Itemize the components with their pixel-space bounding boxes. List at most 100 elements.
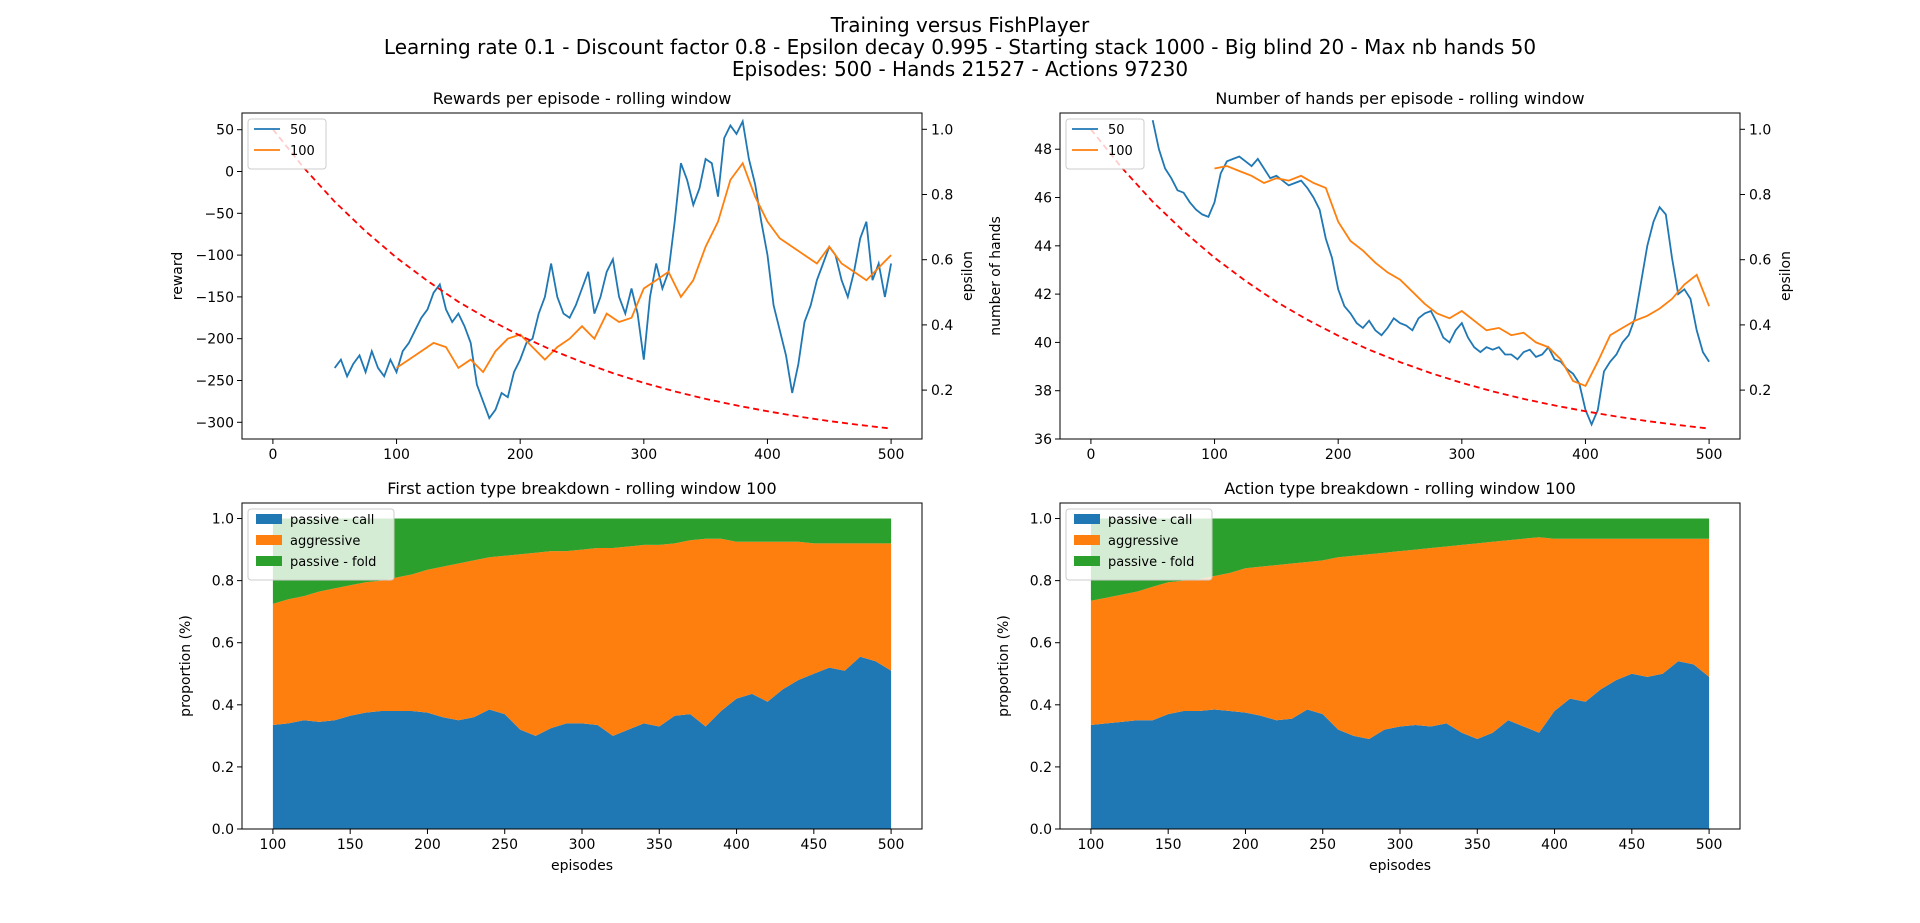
x-tick-label: 300 [630, 447, 657, 463]
y-tick-label: 40 [1034, 335, 1052, 351]
legend: passive - call aggressive passive - fold [1065, 508, 1213, 581]
series-line-50 [1151, 120, 1710, 427]
legend-label: 50 [1108, 123, 1125, 138]
area-passive-call [272, 656, 892, 829]
x-tick-label: 300 [1448, 447, 1475, 463]
x-tick-label: 500 [878, 447, 905, 463]
y-tick-label: 0.6 [1030, 636, 1052, 652]
y-tick-label: −100 [196, 248, 234, 264]
area-aggressive [1090, 537, 1710, 739]
y2-tick-label: 0.2 [931, 383, 953, 399]
y2-tick-label: 0.8 [1749, 188, 1771, 204]
y-tick-label: 0.4 [1030, 698, 1052, 714]
y2-tick-label: 0.4 [931, 318, 953, 334]
chart-hands: Number of hands per episode - rolling wi… [988, 89, 1794, 463]
x-tick-label: 400 [723, 837, 750, 853]
x-tick-label: 100 [1078, 837, 1105, 853]
x-tick-label: 500 [1696, 837, 1723, 853]
figure-suptitle: Training versus FishPlayer Learning rate… [0, 14, 1920, 80]
x-tick-label: 100 [1201, 447, 1228, 463]
area-passive-fold [1090, 518, 1710, 601]
legend-box [1065, 508, 1213, 581]
legend-label: aggressive [290, 534, 360, 549]
y2-tick-label: 1.0 [931, 122, 953, 138]
area-aggressive [272, 538, 892, 736]
plot-frame [241, 112, 923, 440]
y2-tick-label: 0.6 [931, 253, 953, 269]
y-tick-label: −150 [196, 290, 234, 306]
y-tick-label: 46 [1034, 191, 1052, 207]
chart-title: Number of hands per episode - rolling wi… [1215, 89, 1584, 108]
legend-swatch [256, 514, 282, 524]
x-tick-label: 300 [569, 837, 596, 853]
chart-title: First action type breakdown - rolling wi… [387, 479, 776, 498]
x-tick-label: 100 [260, 837, 287, 853]
x-tick-label: 400 [1572, 447, 1599, 463]
legend-box [247, 508, 395, 581]
legend-swatch [1074, 514, 1100, 524]
legend-swatch [256, 556, 282, 566]
y-tick-label: 0.2 [1030, 760, 1052, 776]
x-tick-label: 100 [383, 447, 410, 463]
legend-label: passive - call [1108, 513, 1192, 528]
series-line-epsilon [272, 128, 892, 430]
y2-tick-label: 0.4 [1749, 318, 1771, 334]
chart-first-action: First action type breakdown - rolling wi… [178, 479, 923, 874]
y-axis-label: proportion (%) [178, 615, 194, 717]
x-tick-label: 200 [1232, 837, 1259, 853]
y2-axis-label: epsilon [1778, 251, 1794, 301]
suptitle-line-2: Learning rate 0.1 - Discount factor 0.8 … [383, 35, 1537, 59]
y-tick-label: −300 [196, 415, 234, 431]
x-tick-label: 450 [1618, 837, 1645, 853]
y2-axis-label: epsilon [960, 251, 976, 301]
area-passive-fold [272, 518, 892, 604]
legend-swatch [1074, 535, 1100, 545]
series-line-epsilon [1090, 128, 1710, 430]
x-tick-label: 350 [1464, 837, 1491, 853]
y-tick-label: −250 [196, 373, 234, 389]
y-tick-label: 0.4 [212, 698, 234, 714]
series-line-100 [1214, 165, 1710, 388]
x-tick-label: 200 [414, 837, 441, 853]
x-tick-label: 250 [1309, 837, 1336, 853]
y-tick-label: 0.8 [1030, 574, 1052, 590]
x-tick-label: 200 [1325, 447, 1352, 463]
y-tick-label: −200 [196, 332, 234, 348]
y2-tick-label: 0.6 [1749, 253, 1771, 269]
legend: passive - call aggressive passive - fold [247, 508, 395, 581]
chart-title: Action type breakdown - rolling window 1… [1224, 479, 1576, 498]
legend-label: 50 [290, 123, 307, 138]
y-tick-label: 1.0 [212, 512, 234, 528]
x-tick-label: 0 [1086, 447, 1095, 463]
series-line-50 [333, 118, 892, 420]
y-tick-label: 0.6 [212, 636, 234, 652]
legend-swatch [1074, 556, 1100, 566]
suptitle-line-3: Episodes: 500 - Hands 21527 - Actions 97… [731, 57, 1189, 81]
suptitle-line-1: Training versus FishPlayer [830, 13, 1090, 37]
x-tick-label: 350 [646, 837, 673, 853]
x-tick-label: 400 [1541, 837, 1568, 853]
y2-tick-label: 0.8 [931, 188, 953, 204]
y-tick-label: −50 [204, 206, 234, 222]
x-tick-label: 400 [754, 447, 781, 463]
x-axis-label: episodes [551, 858, 613, 874]
chart-action: Action type breakdown - rolling window 1… [996, 479, 1741, 874]
y-tick-label: 0.2 [212, 760, 234, 776]
x-axis-label: episodes [1369, 858, 1431, 874]
x-tick-label: 500 [1696, 447, 1723, 463]
y-tick-label: 0.8 [212, 574, 234, 590]
y-tick-label: 48 [1034, 142, 1052, 158]
area-passive-call [1090, 661, 1710, 829]
legend-label: 100 [290, 144, 315, 159]
legend-label: passive - fold [1108, 555, 1194, 570]
x-tick-label: 450 [800, 837, 827, 853]
y-tick-label: 44 [1034, 239, 1052, 255]
plot-frame [1059, 112, 1741, 440]
y-axis-label: number of hands [988, 216, 1004, 336]
x-tick-label: 150 [337, 837, 364, 853]
series-line-100 [395, 161, 892, 374]
x-tick-label: 250 [491, 837, 518, 853]
y-tick-label: 36 [1034, 432, 1052, 448]
y2-tick-label: 1.0 [1749, 122, 1771, 138]
